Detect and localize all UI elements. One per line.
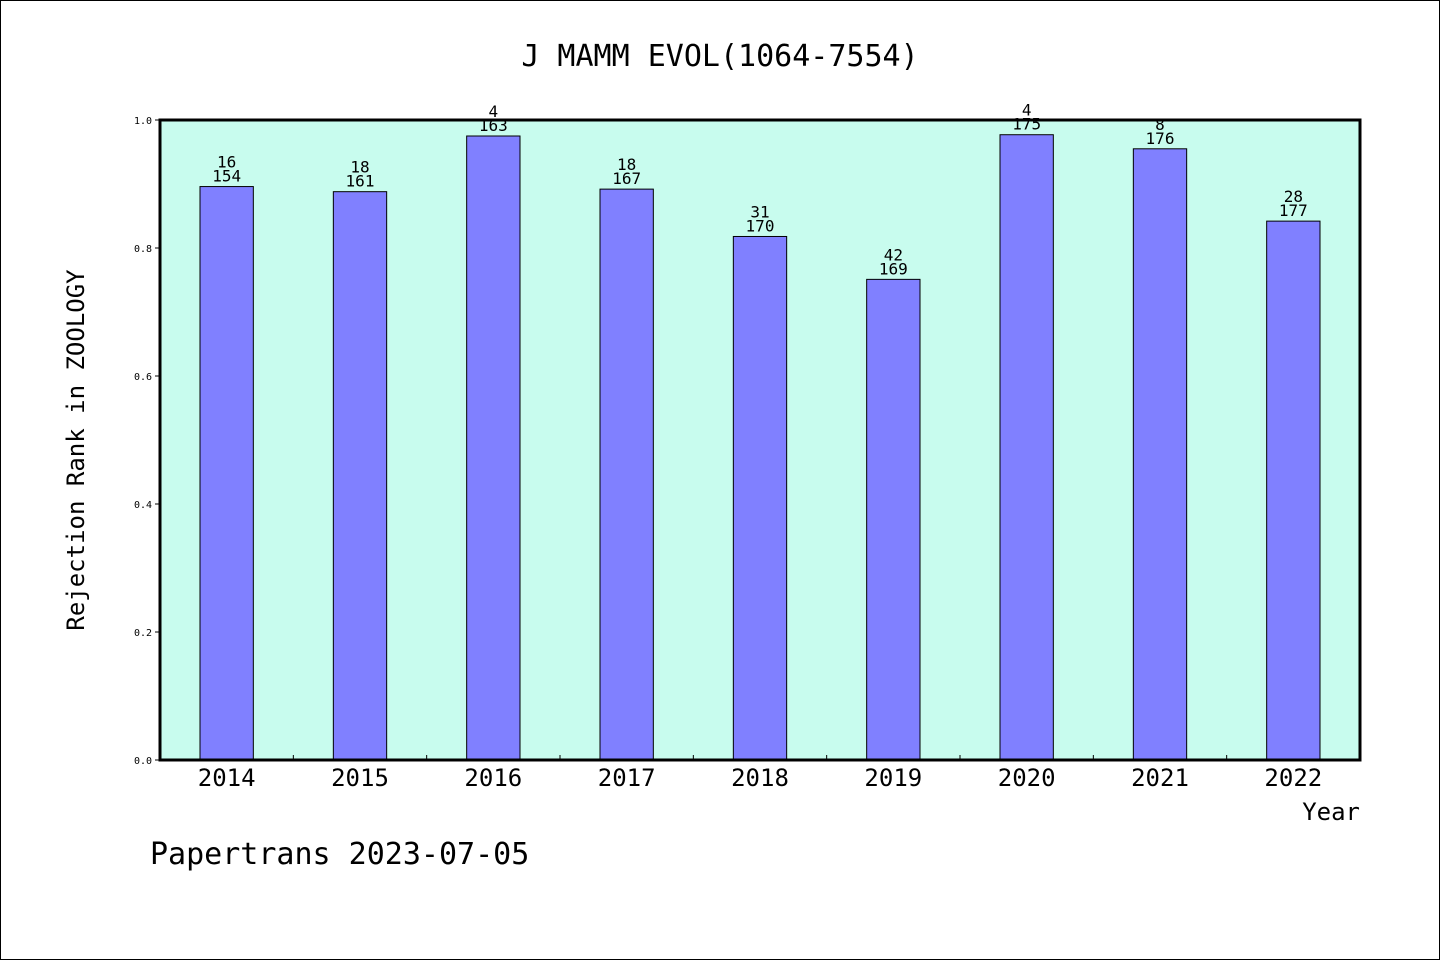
x-tick-label: 2016	[464, 764, 522, 792]
data-label-total: 167	[612, 169, 641, 188]
data-label-total: 161	[346, 172, 375, 191]
bar	[332, 191, 388, 761]
x-tick-label: 2014	[198, 764, 256, 792]
y-tick-label: 0.8	[134, 244, 152, 255]
data-label-rank: 8	[1155, 115, 1165, 134]
bar	[1132, 148, 1188, 761]
data-label-total: 170	[746, 216, 775, 235]
data-label-rank: 42	[884, 245, 903, 264]
data-label-rank: 4	[1022, 101, 1032, 120]
x-axis-label: Year	[1302, 798, 1360, 826]
y-tick-label: 0.4	[134, 500, 152, 511]
bar	[466, 135, 521, 761]
y-tick-label: 0.6	[134, 372, 152, 383]
y-axis-label: Rejection Rank in ZOOLOGY	[62, 269, 90, 631]
y-tick-label: 1.0	[134, 116, 152, 127]
data-label-total: 177	[1279, 201, 1308, 220]
x-tick-label: 2022	[1264, 764, 1322, 792]
x-tick-label: 2020	[998, 764, 1056, 792]
bar	[1266, 220, 1321, 761]
bar	[866, 278, 921, 761]
data-label-total: 169	[879, 259, 908, 278]
bar	[999, 134, 1054, 761]
x-tick-label: 2021	[1131, 764, 1189, 792]
data-label-total: 154	[212, 167, 241, 186]
data-label-rank: 18	[350, 158, 369, 177]
bar	[599, 188, 654, 761]
x-tick-label: 2017	[598, 764, 656, 792]
footer-text: Papertrans 2023-07-05	[150, 837, 529, 872]
x-tick-label: 2019	[864, 764, 922, 792]
data-label-rank: 28	[1284, 187, 1303, 206]
chart-title: J MAMM EVOL(1064-7554)	[521, 39, 918, 74]
data-label-rank: 16	[217, 153, 236, 172]
data-label-rank: 4	[489, 102, 499, 121]
x-tick-label: 2015	[331, 764, 389, 792]
data-label-total: 176	[1146, 129, 1175, 148]
data-label-rank: 18	[617, 155, 636, 174]
y-tick-label: 0.2	[134, 628, 152, 639]
x-tick-label: 2018	[731, 764, 789, 792]
plot-border	[158, 118, 1362, 762]
y-tick-label: 0.0	[134, 756, 152, 767]
bar	[732, 235, 788, 761]
bar	[199, 186, 254, 761]
data-label-rank: 31	[750, 202, 769, 221]
